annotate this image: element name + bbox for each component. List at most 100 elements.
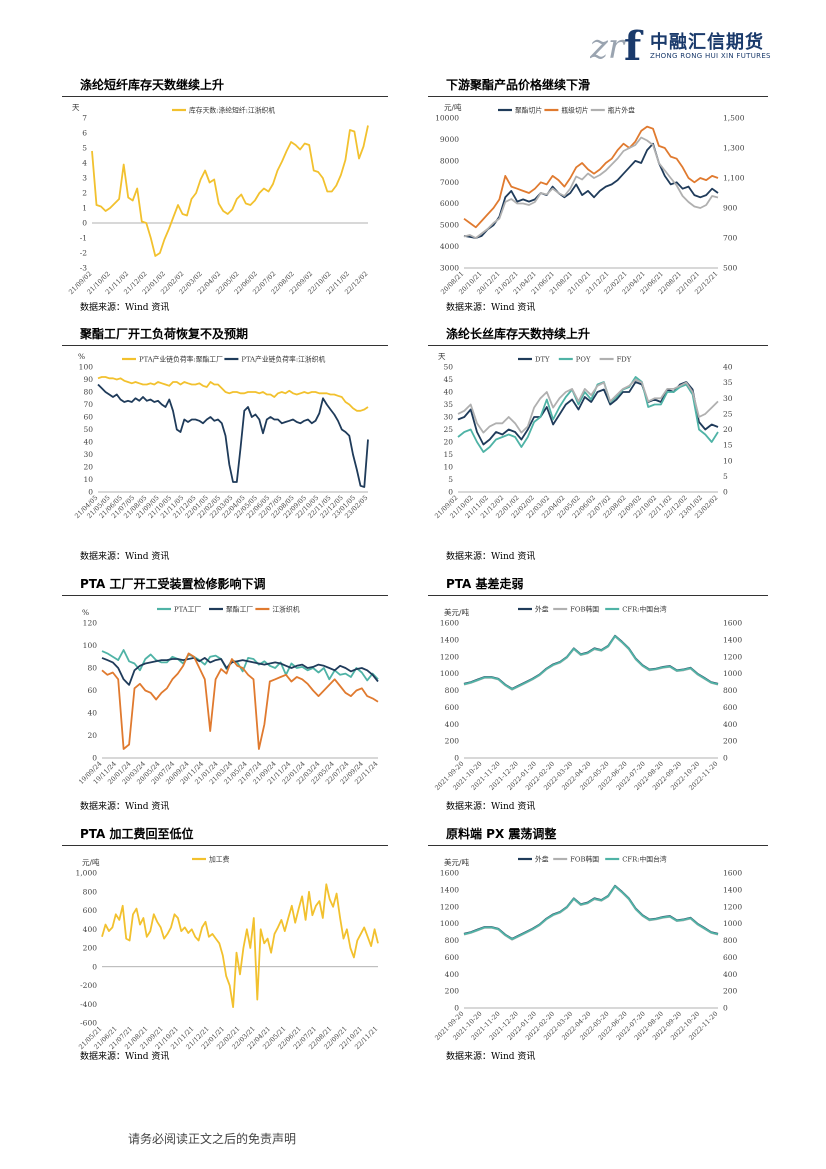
panel-filament-inventory: 涤纶长丝库存天数持续上升 天 0 5 10 15 20 25 30 35 40 45 50 0 5 10 15… <box>428 325 768 570</box>
y-tick-label: 15 <box>443 450 453 459</box>
y2-tick-label: 40 <box>723 363 733 372</box>
panel-pta-plant-load: PTA 工厂开工受装置检修影响下调 % 0 20 40 60 80 100 120 19/09/… <box>62 575 388 820</box>
y2-tick-label: 1600 <box>723 619 742 628</box>
y-tick-label: 0 <box>454 754 459 763</box>
y-tick-label: 800 <box>445 936 460 945</box>
logo-chinese-name: 中融汇信期货 <box>650 32 764 53</box>
series-line-FDY <box>457 378 719 434</box>
y2-tick-label: 1,300 <box>723 144 745 153</box>
legend-label: FDY <box>617 356 632 364</box>
legend-label: 加工费 <box>209 855 230 864</box>
y-axis-unit: 美元/吨 <box>444 857 470 867</box>
chart-polyester-load: %010203040506070809010021/04/0521/05/052… <box>73 352 369 520</box>
series-line-PTA产业链负荷率:江浙织机 <box>97 383 369 488</box>
panel-polyester-plant-load: 聚酯工厂开工负荷恢复不及预期 % 0 10 20 30 40 50 60 70 80 90 100 21… <box>62 325 388 570</box>
panel-title: PTA 工厂开工受装置检修影响下调 <box>80 577 266 591</box>
y2-tick-label: 1600 <box>723 869 742 878</box>
y-tick-label: 5000 <box>440 221 459 230</box>
disclaimer-notice: 请务必阅读正文之后的免责声明 <box>128 1132 297 1146</box>
legend-label: POY <box>576 356 591 364</box>
y2-tick-label: 1200 <box>723 652 742 661</box>
y-axis-unit: % <box>78 352 85 361</box>
y2-tick-label: 10 <box>723 456 733 465</box>
legend-label: CFR:中国台湾 <box>622 855 667 864</box>
y-tick-label: 0 <box>92 754 97 763</box>
y-tick-label: 600 <box>445 703 460 712</box>
svg-text:zr: zr <box>590 27 626 67</box>
y-tick-label: 20 <box>83 463 93 472</box>
y2-tick-label: 0 <box>723 1004 728 1013</box>
y2-tick-label: 800 <box>723 936 738 945</box>
y-tick-label: 45 <box>443 375 453 384</box>
y-tick-label: 4000 <box>440 242 459 251</box>
legend-label: PTA工厂 <box>174 606 201 614</box>
legend: DTY POY FDY <box>518 356 632 364</box>
legend-label: FOB韩国 <box>570 855 599 864</box>
y-tick-label: 5 <box>82 144 87 153</box>
y2-tick-label: 800 <box>723 686 738 695</box>
series-line-聚酯切片 <box>463 142 719 239</box>
y-tick-label: 5 <box>448 475 453 484</box>
y-tick-label: 800 <box>445 686 460 695</box>
y-axis-unit: 元/吨 <box>82 857 100 867</box>
svg-text:f: f <box>624 23 644 68</box>
series-line-PTA产业链负荷率:聚酯工厂 <box>97 376 369 412</box>
legend-label: PTA产业链负荷率:江浙织机 <box>241 355 325 364</box>
y-tick-label: 7 <box>82 114 87 123</box>
y-tick-label: 25 <box>443 425 453 434</box>
y-tick-label: 60 <box>87 686 97 695</box>
y2-tick-label: 600 <box>723 953 738 962</box>
y-tick-label: 1200 <box>440 902 459 911</box>
panel-staple-fiber-inventory: 涤纶短纤库存天数继续上升 天 -3 -2 -1 0 1 2 3 4 5 6 7 21/09/02 21/1… <box>62 76 388 321</box>
data-source: 数据来源：Wind 资讯 <box>446 1052 536 1062</box>
legend: 加工费 <box>192 855 230 864</box>
y-tick-label: 1400 <box>440 635 459 644</box>
y2-tick-label: 1,500 <box>723 114 745 123</box>
y2-tick-label: 30 <box>723 394 733 403</box>
series-line-外盘 <box>463 634 719 690</box>
y-tick-label: 20 <box>443 438 453 447</box>
y2-tick-label: 1400 <box>723 885 742 894</box>
panel-title: 原料端 PX 震荡调整 <box>446 827 557 841</box>
y-axis-unit: 天 <box>72 103 80 112</box>
series-line-库存天数:涤纶短纤:江浙织机 <box>91 125 369 257</box>
chart-pta-load: %02040608010012019/09/2419/11/2420/01/24… <box>77 605 379 787</box>
y2-tick-label: 1000 <box>723 919 742 928</box>
legend-label: CFR:中国台湾 <box>622 605 667 614</box>
y-tick-label: 2 <box>82 189 87 198</box>
y-tick-label: 0 <box>88 488 93 497</box>
y-tick-label: 4 <box>82 159 87 168</box>
y-tick-label: 3 <box>82 174 87 183</box>
y-tick-label: 10000 <box>435 114 459 123</box>
y-tick-label: -200 <box>80 981 97 990</box>
y-tick-label: 0 <box>454 1004 459 1013</box>
y-tick-label: 0 <box>448 488 453 497</box>
logo-english-name: ZHONG RONG HUI XIN FUTURES <box>650 52 771 60</box>
y-tick-label: 70 <box>83 400 93 409</box>
legend: 外盘 FOB韩国 CFR:中国台湾 <box>518 855 667 864</box>
legend: 聚酯切片 瓶级切片 瓶片外盘 <box>498 106 635 115</box>
y2-tick-label: 1,100 <box>723 174 745 183</box>
y-tick-label: 35 <box>443 400 453 409</box>
y2-tick-label: 1200 <box>723 902 742 911</box>
y-tick-label: 50 <box>83 425 93 434</box>
legend-label: 瓶片外盘 <box>608 106 635 115</box>
y-tick-label: 3000 <box>440 264 459 273</box>
legend-label: 聚酯工厂 <box>226 606 253 614</box>
y2-tick-label: 1000 <box>723 669 742 678</box>
legend-label: 瓶级切片 <box>561 106 588 115</box>
y-tick-label: 400 <box>445 720 460 729</box>
legend: 外盘 FOB韩国 CFR:中国台湾 <box>518 605 667 614</box>
chart-pta-basis: 美元/吨 0 200 400 600 800 1000 1200 1400 1600 0 200 400… <box>433 605 742 792</box>
chart-processing-fee: 元/吨-600-400-20002004006008001,00021/05/2… <box>76 855 380 1052</box>
data-source: 数据来源：Wind 资讯 <box>80 1052 170 1062</box>
y-tick-label: -600 <box>80 1019 97 1028</box>
panel-pta-basis: PTA 基差走弱 美元/吨 0 200 400 600 800 1000 1200 1400 16… <box>428 575 768 820</box>
legend-label: 外盘 <box>535 605 549 614</box>
y2-tick-label: 200 <box>723 987 738 996</box>
y2-tick-label: 900 <box>723 204 738 213</box>
y-tick-label: 9000 <box>440 135 459 144</box>
legend: PTA产业链负荷率:聚酯工厂 PTA产业链负荷率:江浙织机 <box>122 355 326 364</box>
chart-filament-inventory: 天05101520253035404550051015202530354021/… <box>433 352 733 520</box>
y-tick-label: 400 <box>83 925 98 934</box>
